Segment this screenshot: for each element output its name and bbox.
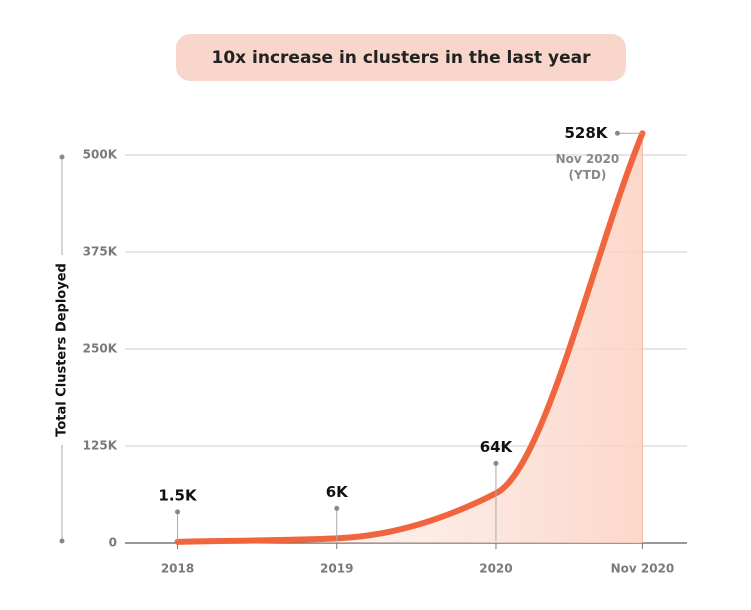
y-tick-label: 250K	[83, 342, 118, 356]
value-label: 6K	[326, 483, 349, 501]
annotation: (YTD)	[569, 168, 607, 182]
x-tick-label: 2019	[320, 562, 353, 576]
x-tick-label: Nov 2020	[611, 562, 675, 576]
y-tick-label: 125K	[83, 439, 118, 453]
value-label: 1.5K	[158, 486, 198, 504]
axis-decor	[59, 538, 65, 544]
y-axis-title: Total Clusters Deployed	[55, 263, 70, 437]
value-label: 528K	[564, 124, 608, 142]
axis-decor	[59, 154, 65, 160]
leader-dot	[334, 505, 340, 511]
y-tick-label: 0	[109, 536, 117, 550]
title-banner	[176, 34, 626, 81]
y-tick-label: 375K	[83, 245, 118, 259]
line	[174, 130, 646, 545]
leader-dot	[175, 509, 181, 515]
area	[177, 133, 643, 543]
annotation: Nov 2020	[556, 152, 620, 166]
value-label: 64K	[480, 438, 514, 456]
leader-dot	[493, 460, 499, 466]
chart-title: 10x increase in clusters in the last yea…	[211, 48, 591, 68]
leader-dot	[614, 130, 620, 136]
y-tick-label: 500K	[83, 148, 118, 162]
x-tick-label: 2018	[161, 562, 194, 576]
x-tick-label: 2020	[479, 562, 512, 576]
